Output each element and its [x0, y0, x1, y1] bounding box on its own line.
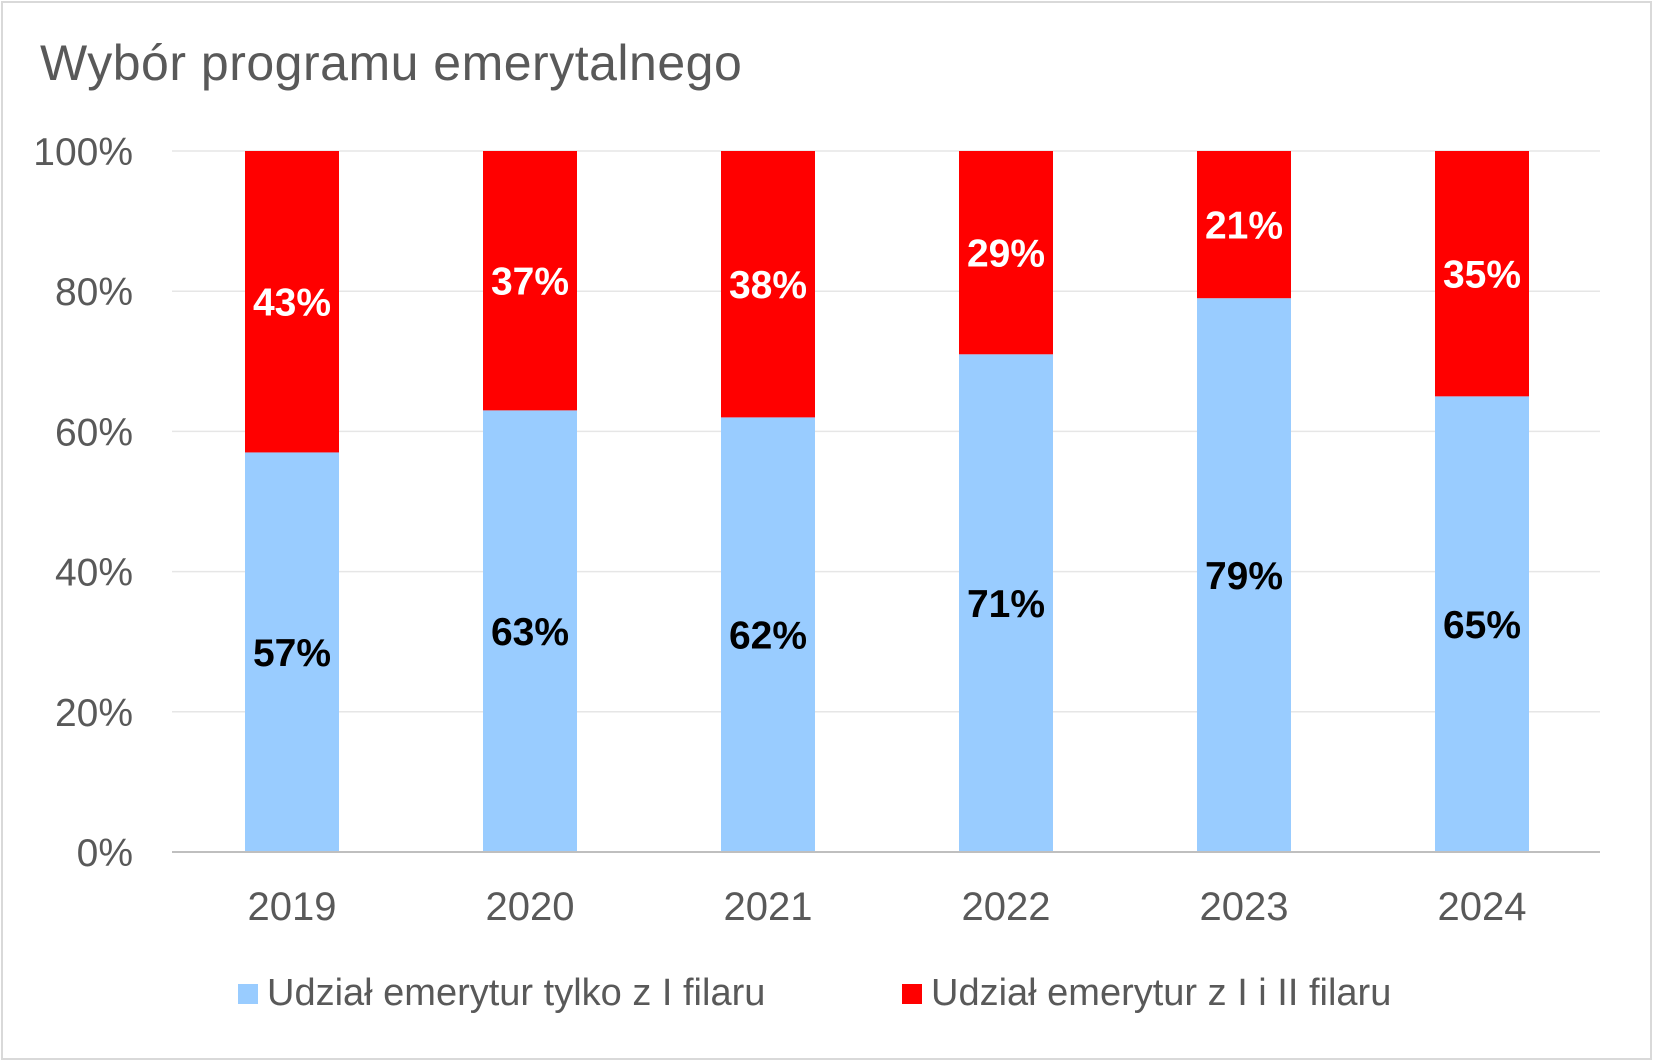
data-label: 43%	[253, 282, 331, 325]
data-label: 62%	[729, 615, 807, 658]
data-label: 29%	[967, 233, 1045, 276]
bar-segment	[1197, 298, 1291, 853]
bar-segment	[1435, 151, 1529, 397]
x-tick-label: 2019	[248, 885, 337, 929]
bar-segment	[959, 354, 1053, 852]
legend-swatch-both-pillars	[902, 983, 922, 1004]
legend-label-both-pillars: Udział emerytur z I i II filaru	[931, 972, 1392, 1014]
data-label: 35%	[1443, 254, 1521, 297]
y-tick-label: 80%	[55, 271, 133, 314]
x-tick-label: 2023	[1200, 885, 1289, 929]
legend-label-first-pillar: Udział emerytur tylko z I filaru	[267, 972, 766, 1014]
data-label: 71%	[967, 583, 1045, 626]
data-label: 63%	[491, 611, 569, 654]
bar-segment	[721, 151, 815, 418]
bar-segment	[959, 151, 1053, 355]
legend-item-first-pillar: Udział emerytur tylko z I filaru	[238, 972, 765, 1015]
bar-segment	[483, 151, 577, 411]
x-tick-label: 2021	[724, 885, 813, 929]
x-tick-label: 2020	[486, 885, 575, 929]
bar-segment	[483, 410, 577, 852]
data-label: 57%	[253, 632, 331, 675]
y-tick-label: 100%	[33, 131, 133, 174]
data-label: 38%	[729, 264, 807, 307]
y-tick-label: 40%	[55, 552, 133, 595]
bar-segment	[245, 452, 339, 852]
chart-plot-area: 0% 20% 40% 60% 80% 100% 57% 43% 2019 63% 37% 2020 62…	[33, 131, 1600, 929]
y-tick-label: 60%	[55, 411, 133, 454]
y-tick-label: 0%	[77, 832, 133, 875]
data-label: 21%	[1205, 205, 1283, 248]
x-tick-label: 2024	[1438, 885, 1527, 929]
bar-segment	[1197, 151, 1291, 299]
chart-title: Wybór programu emerytalnego	[40, 35, 743, 91]
x-tick-label: 2022	[962, 885, 1051, 929]
legend-swatch-first-pillar	[238, 983, 258, 1004]
legend-item-both-pillars: Udział emerytur z I i II filaru	[902, 972, 1391, 1015]
bar-segment	[1435, 396, 1529, 852]
chart-legend: Udział emerytur tylko z I filaru Udział …	[0, 972, 1653, 1018]
bar-segment	[721, 417, 815, 852]
y-tick-label: 20%	[55, 692, 133, 735]
data-label: 37%	[491, 261, 569, 304]
data-label: 79%	[1205, 555, 1283, 598]
data-label: 65%	[1443, 604, 1521, 647]
bar-segment	[245, 151, 339, 453]
